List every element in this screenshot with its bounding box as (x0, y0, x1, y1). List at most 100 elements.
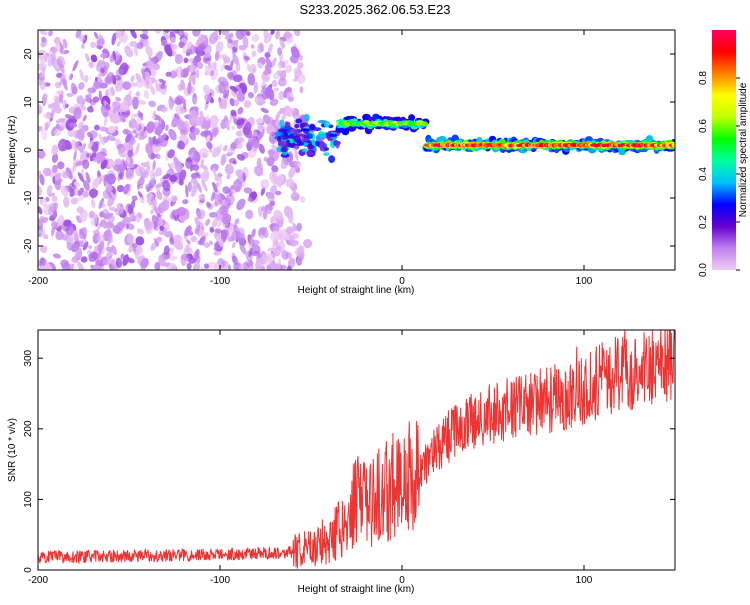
noise-blob (152, 160, 156, 171)
noise-blob (146, 160, 150, 166)
noise-blob (163, 245, 170, 256)
noise-blob (211, 146, 221, 158)
noise-blob (214, 50, 220, 61)
burst-blob (335, 140, 340, 149)
noise-blob (134, 132, 139, 138)
noise-blob (188, 147, 196, 160)
noise-blob (266, 264, 272, 270)
noise-blob (111, 113, 121, 124)
burst-blob (323, 152, 330, 157)
noise-blob (194, 225, 201, 234)
noise-blob (51, 225, 55, 237)
noise-blob (268, 116, 274, 123)
noise-blob (46, 120, 51, 130)
noise-blob (251, 50, 257, 58)
noise-blob (192, 30, 201, 37)
colorbar: 0.0 0.2 0.4 0.6 0.8 Normalized spectral ampl… (698, 30, 749, 277)
noise-blob (146, 60, 155, 71)
noise-blob (123, 183, 131, 195)
noise-blob (100, 159, 108, 170)
noise-blob (131, 195, 138, 201)
noise-blob (206, 141, 213, 150)
noise-blob (179, 66, 184, 77)
spectrogram-x-tick-label: 0 (399, 276, 405, 287)
noise-blob (77, 145, 84, 152)
noise-blob (150, 209, 154, 215)
noise-blob (198, 43, 207, 51)
snr-x-tick-label: 0 (399, 575, 405, 586)
signal-blob (408, 114, 415, 122)
noise-blob (60, 185, 69, 198)
noise-blob (263, 30, 268, 39)
noise-blob (39, 81, 47, 91)
noise-blob (234, 226, 240, 232)
noise-blob (231, 241, 236, 249)
noise-blob (170, 69, 179, 74)
noise-blob (103, 174, 108, 187)
noise-blob (150, 68, 157, 78)
noise-blob (237, 136, 244, 143)
noise-blob (72, 60, 79, 72)
noise-blob (66, 92, 74, 98)
noise-blob (60, 259, 69, 268)
noise-blob (156, 236, 162, 243)
spectrogram-y-tick-label: -20 (23, 238, 34, 253)
noise-blob (243, 127, 250, 136)
noise-blob (92, 177, 101, 189)
noise-blob (235, 142, 243, 150)
noise-blob (49, 101, 58, 109)
noise-blob (69, 73, 74, 81)
noise-blob (99, 126, 108, 132)
noise-blob (130, 30, 137, 39)
noise-blob (203, 232, 209, 238)
noise-blob (226, 174, 231, 180)
noise-blob (55, 123, 61, 129)
noise-blob (51, 109, 56, 116)
noise-blob (39, 196, 44, 205)
noise-blob (260, 128, 265, 138)
noise-blob (69, 189, 75, 198)
noise-blob (263, 70, 269, 76)
noise-blob (281, 250, 289, 260)
noise-blob (236, 118, 245, 126)
noise-blob (212, 217, 219, 229)
burst-blob (301, 128, 311, 132)
noise-blob (116, 164, 126, 172)
noise-blob (232, 46, 238, 53)
noise-blob (126, 223, 135, 230)
noise-blob (204, 93, 211, 103)
snr-frame (37, 329, 676, 571)
noise-blob (196, 182, 202, 193)
noise-blob (102, 220, 109, 229)
noise-blob (153, 221, 158, 231)
noise-blob (297, 61, 304, 69)
noise-blob (252, 131, 258, 137)
burst-blob (328, 155, 336, 164)
colorbar-tick-label: 0.4 (698, 167, 709, 181)
noise-blob (209, 70, 215, 77)
noise-blob (187, 81, 192, 95)
noise-blob (150, 153, 158, 159)
noise-blob (97, 71, 102, 82)
noise-blob (75, 249, 82, 258)
noise-blob (170, 43, 178, 51)
noise-blob (268, 154, 274, 167)
noise-blob (59, 78, 65, 86)
noise-blob (299, 196, 306, 203)
colorbar-tick-label: 0.6 (698, 119, 709, 133)
burst-blob (308, 123, 316, 130)
noise-blob (180, 135, 188, 142)
noise-blob (149, 169, 155, 181)
noise-blob (182, 199, 189, 205)
noise-blob (235, 130, 242, 137)
noise-blob (139, 33, 149, 40)
noise-blob (205, 135, 211, 143)
noise-blob (82, 190, 89, 198)
noise-blob (77, 261, 85, 270)
noise-blob (62, 171, 70, 179)
colorbar-gradient (712, 30, 736, 270)
noise-blob (270, 30, 275, 35)
noise-blob (88, 188, 98, 198)
noise-blob (235, 30, 244, 40)
noise-blob (56, 161, 65, 170)
